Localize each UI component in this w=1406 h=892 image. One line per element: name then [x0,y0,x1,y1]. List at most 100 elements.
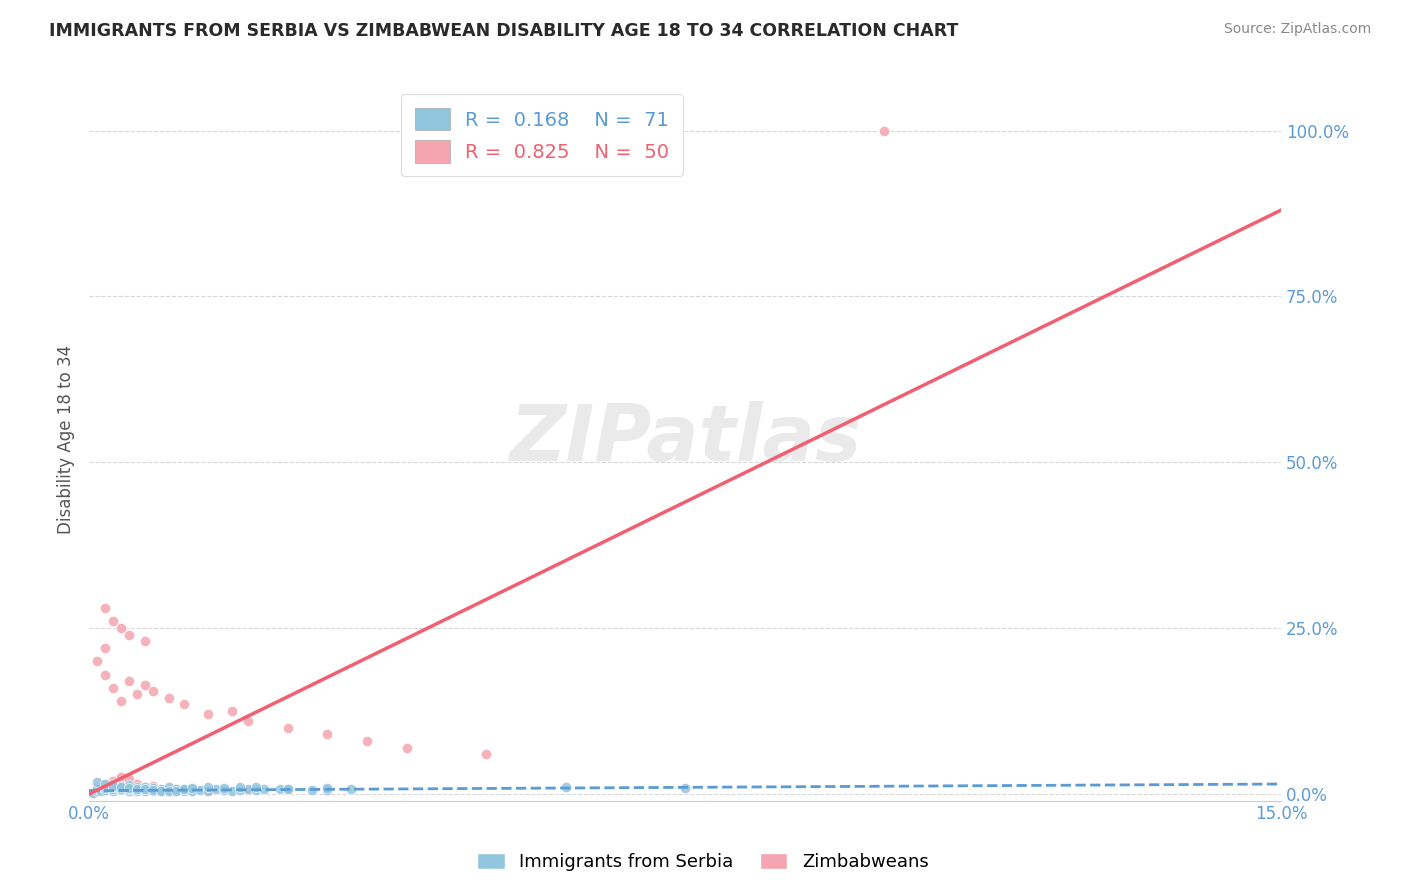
Point [94,777,117,791]
Point [316,727,339,741]
Point [277,782,299,797]
Point [316,783,339,797]
Point [118,780,141,795]
Point [110,779,132,793]
Point [340,782,363,797]
Point [94,783,117,797]
Point [149,782,172,797]
Point [125,777,148,791]
Point [236,714,259,728]
Point [110,694,132,708]
Point [149,781,172,796]
Point [277,721,299,735]
Point [229,783,252,797]
Point [212,783,235,797]
Point [134,634,156,648]
Point [166,784,188,798]
Point [94,777,117,791]
Point [101,615,124,629]
Point [118,780,141,795]
Point [236,783,259,797]
Point [212,782,235,797]
Point [110,783,132,797]
Point [245,780,267,794]
Point [205,782,228,797]
Point [475,747,498,761]
Point [188,783,211,797]
Point [110,771,132,785]
Point [149,783,172,797]
Point [142,779,165,793]
Point [101,780,124,795]
Point [395,740,418,755]
Point [94,640,117,655]
Point [554,780,576,795]
Point [157,783,180,797]
Point [197,783,219,797]
Point [101,784,124,798]
Point [173,783,195,797]
Point [125,688,148,702]
Point [101,681,124,695]
Point [86,654,108,668]
Point [90,781,112,796]
Point [157,780,180,794]
Point [142,783,165,797]
Point [118,628,141,642]
Point [872,123,894,137]
Text: IMMIGRANTS FROM SERBIA VS ZIMBABWEAN DISABILITY AGE 18 TO 34 CORRELATION CHART: IMMIGRANTS FROM SERBIA VS ZIMBABWEAN DIS… [49,22,959,40]
Point [101,782,124,797]
Point [110,781,132,796]
Point [229,780,252,795]
Point [125,781,148,796]
Point [157,784,180,798]
Point [157,690,180,705]
Text: Source: ZipAtlas.com: Source: ZipAtlas.com [1223,22,1371,37]
Point [134,782,156,797]
Point [197,783,219,797]
Y-axis label: Disability Age 18 to 34: Disability Age 18 to 34 [58,344,75,533]
Point [673,780,696,795]
Point [118,781,141,796]
Point [166,782,188,797]
Point [316,783,339,797]
Point [134,780,156,795]
Point [221,783,243,797]
Point [110,780,132,795]
Point [173,698,195,712]
Point [134,677,156,691]
Point [181,781,204,796]
Point [277,781,299,796]
Point [94,601,117,615]
Point [101,773,124,788]
Point [118,784,141,798]
Point [301,783,323,797]
Point [277,781,299,796]
Point [82,785,104,799]
Point [142,780,165,795]
Point [269,781,291,796]
Point [197,780,219,795]
Point [101,779,124,793]
Point [173,781,195,796]
Point [181,783,204,797]
Point [157,783,180,797]
Point [173,781,195,796]
Point [110,775,132,789]
Point [134,782,156,797]
Point [118,778,141,792]
Point [142,684,165,698]
Point [125,781,148,796]
Point [212,780,235,795]
Point [253,782,276,797]
Legend: Immigrants from Serbia, Zimbabweans: Immigrants from Serbia, Zimbabweans [470,846,936,879]
Point [101,779,124,793]
Point [86,780,108,795]
Point [94,783,117,797]
Point [118,772,141,787]
Point [166,784,188,798]
Point [86,783,108,797]
Point [125,783,148,797]
Point [94,667,117,681]
Point [236,782,259,797]
